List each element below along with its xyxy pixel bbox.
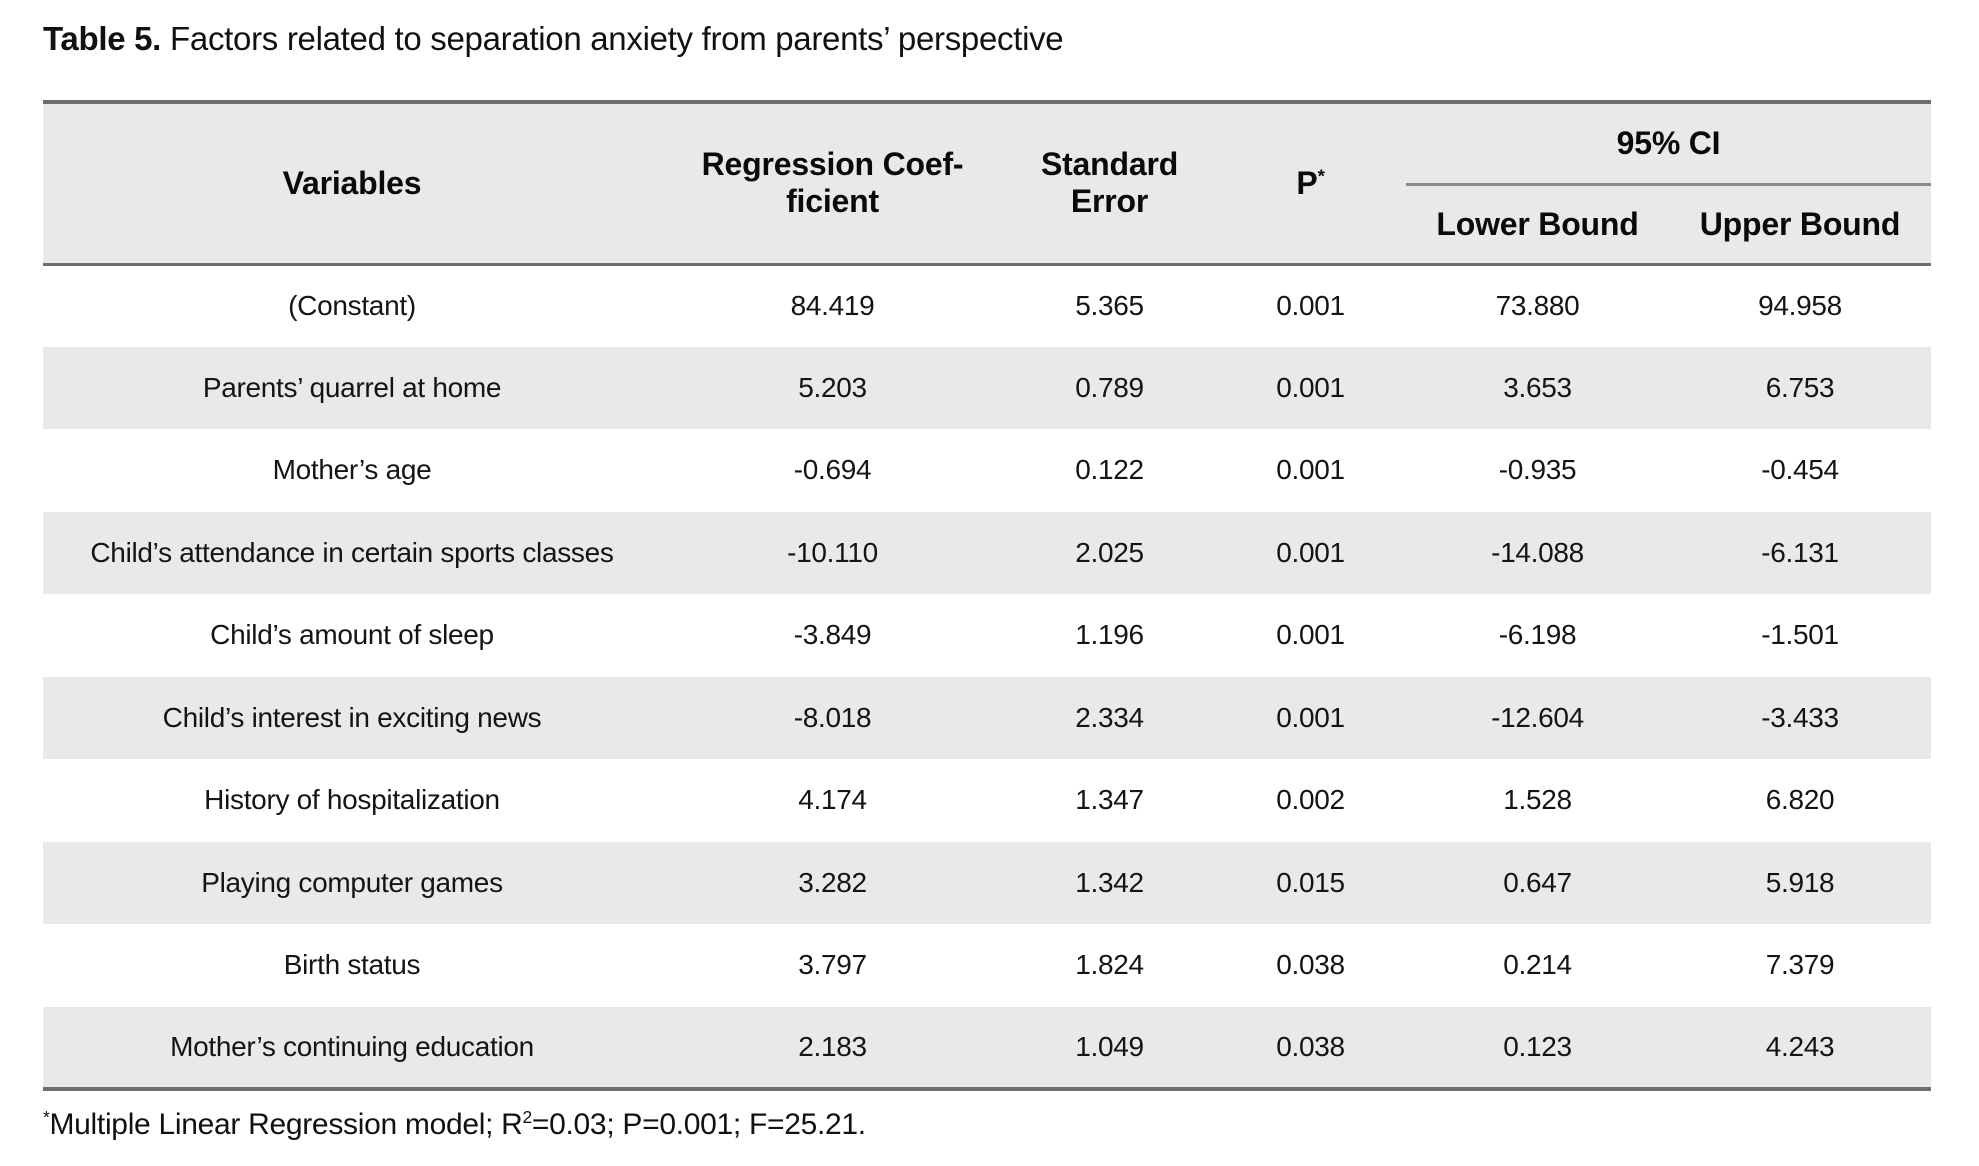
cell-regression-coefficient: 4.174 <box>661 759 1004 842</box>
cell-lower-bound: 0.214 <box>1406 924 1669 1007</box>
table-row: Child’s interest in exciting news -8.018… <box>43 676 1931 759</box>
cell-lower-bound: -12.604 <box>1406 676 1669 759</box>
cell-p-value: 0.001 <box>1215 429 1406 512</box>
header-row-top: Variables Regression Coef- ficient Stand… <box>43 102 1931 266</box>
cell-p-value: 0.038 <box>1215 924 1406 1007</box>
table-row: (Constant) 84.419 5.365 0.001 73.880 94.… <box>43 264 1931 347</box>
cell-regression-coefficient: 5.203 <box>661 346 1004 429</box>
col-header-95ci-group: 95% CI <box>1406 102 1931 186</box>
cell-upper-bound: -1.501 <box>1669 594 1931 677</box>
cell-lower-bound: -14.088 <box>1406 511 1669 594</box>
cell-standard-error: 2.025 <box>1004 511 1215 594</box>
table-row: Mother’s continuing education 2.183 1.04… <box>43 1006 1931 1091</box>
cell-p-value: 0.001 <box>1215 346 1406 429</box>
cell-standard-error: 5.365 <box>1004 264 1215 347</box>
cell-p-value: 0.015 <box>1215 841 1406 924</box>
cell-upper-bound: 94.958 <box>1669 264 1931 347</box>
table-row: Child’s attendance in certain sports cla… <box>43 511 1931 594</box>
cell-p-value: 0.001 <box>1215 511 1406 594</box>
table-row: History of hospitalization 4.174 1.347 0… <box>43 759 1931 842</box>
header-row-bottom: Lower Bound Upper Bound <box>43 184 1931 266</box>
cell-lower-bound: 0.123 <box>1406 1006 1669 1091</box>
cell-standard-error: 1.196 <box>1004 594 1215 677</box>
cell-variable: Child’s attendance in certain sports cla… <box>43 511 661 594</box>
cell-p-value: 0.001 <box>1215 594 1406 677</box>
cell-variable: Child’s amount of sleep <box>43 594 661 677</box>
header-line-1: Regression Coef- <box>701 146 964 183</box>
cell-regression-coefficient: -10.110 <box>661 511 1004 594</box>
cell-upper-bound: 6.820 <box>1669 759 1931 842</box>
cell-regression-coefficient: 2.183 <box>661 1006 1004 1091</box>
footnote-text-2: =0.03; P=0.001; F=25.21. <box>531 1108 866 1141</box>
cell-upper-bound: -6.131 <box>1669 511 1931 594</box>
cell-lower-bound: 3.653 <box>1406 346 1669 429</box>
col-header-p-value: P* <box>1215 102 1406 266</box>
cell-upper-bound: 5.918 <box>1669 841 1931 924</box>
col-header-lower-bound: Lower Bound <box>1406 184 1669 266</box>
col-header-variables: Variables <box>43 102 661 266</box>
cell-variable: Mother’s continuing education <box>43 1006 661 1091</box>
col-header-upper-bound: Upper Bound <box>1669 184 1931 266</box>
header-line-2: Error <box>1070 183 1149 220</box>
cell-standard-error: 2.334 <box>1004 676 1215 759</box>
cell-regression-coefficient: 3.282 <box>661 841 1004 924</box>
table-row: Playing computer games 3.282 1.342 0.015… <box>43 841 1931 924</box>
cell-upper-bound: 6.753 <box>1669 346 1931 429</box>
table-header: Variables Regression Coef- ficient Stand… <box>43 102 1931 266</box>
cell-lower-bound: 73.880 <box>1406 264 1669 347</box>
p-asterisk: * <box>1317 165 1325 187</box>
table-footnote: *Multiple Linear Regression model; R2=0.… <box>43 1108 866 1142</box>
cell-variable: Child’s interest in exciting news <box>43 676 661 759</box>
table-caption: Table 5. Factors related to separation an… <box>43 20 1064 58</box>
cell-p-value: 0.001 <box>1215 264 1406 347</box>
table-caption-text: Factors related to separation anxiety fr… <box>170 20 1064 57</box>
cell-standard-error: 1.049 <box>1004 1006 1215 1091</box>
cell-variable: Parents’ quarrel at home <box>43 346 661 429</box>
cell-variable: (Constant) <box>43 264 661 347</box>
table-row: Mother’s age -0.694 0.122 0.001 -0.935 -… <box>43 429 1931 512</box>
cell-regression-coefficient: 3.797 <box>661 924 1004 1007</box>
cell-standard-error: 0.789 <box>1004 346 1215 429</box>
cell-p-value: 0.038 <box>1215 1006 1406 1091</box>
cell-regression-coefficient: -8.018 <box>661 676 1004 759</box>
cell-lower-bound: 0.647 <box>1406 841 1669 924</box>
table-row: Parents’ quarrel at home 5.203 0.789 0.0… <box>43 346 1931 429</box>
table-caption-label: Table 5. <box>43 20 162 57</box>
cell-lower-bound: 1.528 <box>1406 759 1669 842</box>
cell-p-value: 0.001 <box>1215 676 1406 759</box>
regression-table: Variables Regression Coef- ficient Stand… <box>43 100 1931 1091</box>
header-line-1: Standard <box>1040 146 1179 183</box>
cell-lower-bound: -0.935 <box>1406 429 1669 512</box>
cell-variable: History of hospitalization <box>43 759 661 842</box>
p-label: P <box>1296 164 1318 201</box>
cell-lower-bound: -6.198 <box>1406 594 1669 677</box>
cell-standard-error: 1.347 <box>1004 759 1215 842</box>
cell-standard-error: 0.122 <box>1004 429 1215 512</box>
footnote-superscript-2: 2 <box>522 1107 533 1127</box>
table-body: (Constant) 84.419 5.365 0.001 73.880 94.… <box>43 264 1931 1091</box>
cell-upper-bound: -0.454 <box>1669 429 1931 512</box>
cell-upper-bound: -3.433 <box>1669 676 1931 759</box>
cell-regression-coefficient: -0.694 <box>661 429 1004 512</box>
cell-standard-error: 1.824 <box>1004 924 1215 1007</box>
cell-upper-bound: 7.379 <box>1669 924 1931 1007</box>
cell-upper-bound: 4.243 <box>1669 1006 1931 1091</box>
cell-variable: Mother’s age <box>43 429 661 512</box>
header-line-2: ficient <box>786 183 879 220</box>
table-row: Birth status 3.797 1.824 0.038 0.214 7.3… <box>43 924 1931 1007</box>
cell-regression-coefficient: -3.849 <box>661 594 1004 677</box>
cell-regression-coefficient: 84.419 <box>661 264 1004 347</box>
cell-variable: Playing computer games <box>43 841 661 924</box>
footnote-text-1: Multiple Linear Regression model; R <box>49 1108 523 1141</box>
cell-variable: Birth status <box>43 924 661 1007</box>
table-row: Child’s amount of sleep -3.849 1.196 0.0… <box>43 594 1931 677</box>
footnote-marker: * <box>43 1107 50 1127</box>
col-header-standard-error: Standard Error <box>1004 102 1215 266</box>
col-header-regression-coefficient: Regression Coef- ficient <box>661 102 1004 266</box>
cell-p-value: 0.002 <box>1215 759 1406 842</box>
cell-standard-error: 1.342 <box>1004 841 1215 924</box>
